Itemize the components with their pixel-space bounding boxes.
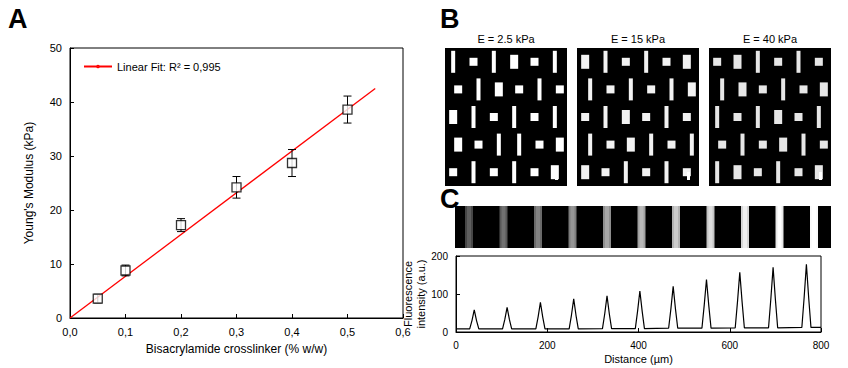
svg-text:Young's Modulus (kPa): Young's Modulus (kPa) [22,122,36,245]
svg-text:200: 200 [539,340,556,351]
svg-text:30: 30 [50,150,62,162]
svg-text:0,1: 0,1 [118,326,133,338]
svg-text:100: 100 [431,289,448,300]
html-text:E = 15 kPa: E = 15 kPa [610,33,666,45]
html-text:E = 40 kPa: E = 40 kPa [742,33,798,45]
svg-text:10: 10 [50,258,62,270]
svg-text:0,0: 0,0 [62,326,77,338]
svg-text:40: 40 [50,96,62,108]
svg-text:Distance (µm): Distance (µm) [604,353,673,365]
svg-text:0,2: 0,2 [173,326,188,338]
svg-text:800: 800 [813,340,830,351]
svg-text:0,4: 0,4 [284,326,299,338]
svg-text:400: 400 [630,340,647,351]
svg-text:intensity (a.u.): intensity (a.u.) [415,259,427,328]
html-text:B: B [440,4,460,34]
svg-text:200: 200 [431,251,448,262]
svg-text:0: 0 [442,327,448,338]
svg-text:0,6: 0,6 [395,326,410,338]
svg-text:20: 20 [50,204,62,216]
svg-text:0,3: 0,3 [229,326,244,338]
svg-text:600: 600 [721,340,738,351]
svg-text:Fluorescence: Fluorescence [402,261,414,327]
svg-text:0,5: 0,5 [340,326,355,338]
html-text:E = 2.5 kPa: E = 2.5 kPa [477,33,535,45]
svg-text:Linear Fit: R² = 0,995: Linear Fit: R² = 0,995 [117,61,221,73]
html-text:A: A [8,4,28,34]
svg-text:Bisacrylamide crosslinker (% w: Bisacrylamide crosslinker (% w/w) [146,342,327,356]
svg-text:0: 0 [56,312,62,324]
svg-text:0: 0 [453,340,459,351]
svg-text:50: 50 [50,42,62,54]
html-text:C: C [440,184,460,214]
